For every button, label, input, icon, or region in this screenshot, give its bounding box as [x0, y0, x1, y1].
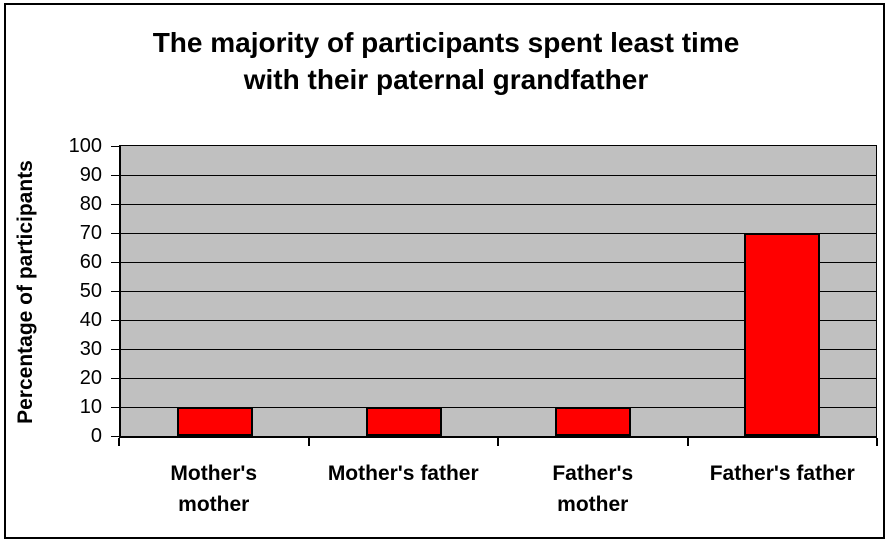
- y-tick-label-90: 90: [79, 164, 102, 186]
- y-tick-label-10: 10: [79, 396, 102, 418]
- y-tick-label-20: 20: [79, 367, 102, 389]
- y-tick-mark-30: [111, 349, 119, 350]
- y-tick-label-70: 70: [79, 222, 102, 244]
- x-tick-mark-4: [876, 438, 878, 446]
- y-tick-mark-70: [111, 233, 119, 234]
- gridline-90: [121, 175, 876, 176]
- x-tick-mark-2: [497, 438, 499, 446]
- plot-area: [119, 145, 877, 438]
- x-category-label-2: Mother's father: [327, 462, 479, 485]
- gridline-20: [121, 378, 876, 379]
- gridline-70: [121, 233, 876, 234]
- y-tick-mark-10: [111, 407, 119, 408]
- gridline-50: [121, 291, 876, 292]
- chart-border: [4, 3, 885, 539]
- y-tick-mark-60: [111, 262, 119, 263]
- y-tick-mark-50: [111, 291, 119, 292]
- gridline-80: [121, 204, 876, 205]
- y-tick-label-30: 30: [79, 338, 102, 360]
- y-tick-label-60: 60: [79, 251, 102, 273]
- y-tick-label-100: 100: [68, 135, 102, 157]
- y-tick-mark-100: [111, 146, 119, 147]
- bar-3: [555, 407, 631, 436]
- chart-title-line-1: The majority of participants spent least…: [152, 27, 740, 58]
- chart-title-line-2: with their paternal grandfather: [243, 64, 649, 95]
- x-category-label-3: Father's mother: [552, 462, 634, 516]
- y-tick-label-50: 50: [79, 280, 102, 302]
- gridline-40: [121, 320, 876, 321]
- y-tick-mark-40: [111, 320, 119, 321]
- bar-1: [177, 407, 253, 436]
- y-tick-mark-90: [111, 175, 119, 176]
- y-tick-label-40: 40: [79, 309, 102, 331]
- x-tick-mark-3: [687, 438, 689, 446]
- gridline-30: [121, 349, 876, 350]
- gridline-10: [121, 407, 876, 408]
- x-category-label-1: Mother's mother: [170, 462, 258, 516]
- x-tick-mark-1: [308, 438, 310, 446]
- y-tick-mark-0: [111, 436, 119, 437]
- y-tick-label-80: 80: [79, 193, 102, 215]
- bar-2: [366, 407, 442, 436]
- x-category-label-4: Father's father: [709, 462, 855, 485]
- y-tick-mark-20: [111, 378, 119, 379]
- y-tick-label-0: 0: [90, 425, 102, 447]
- gridline-60: [121, 262, 876, 263]
- bar-4: [744, 233, 820, 436]
- y-tick-mark-80: [111, 204, 119, 205]
- x-tick-mark-0: [118, 438, 120, 446]
- chart-title: The majority of participants spent least…: [0, 24, 892, 98]
